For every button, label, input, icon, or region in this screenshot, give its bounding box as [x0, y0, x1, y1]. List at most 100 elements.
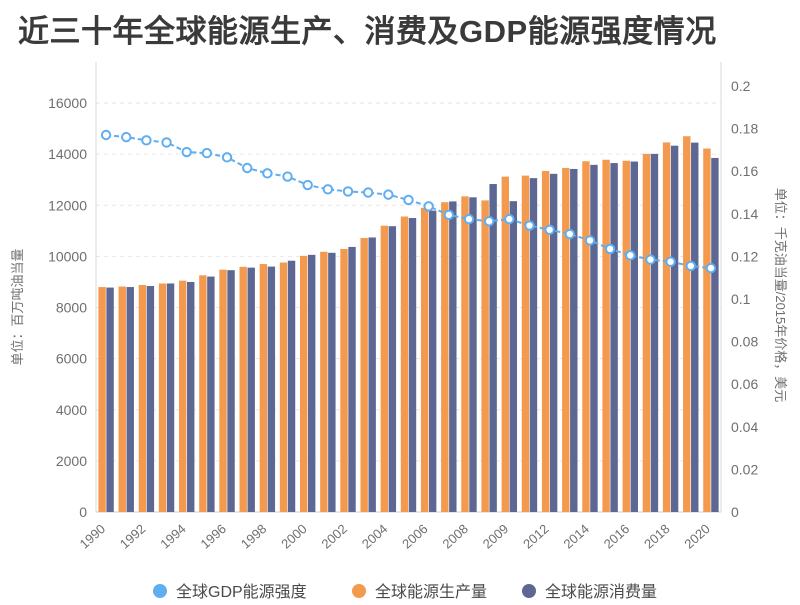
x-tick-label-4: 1998 — [238, 521, 270, 551]
point-intensity-2004 — [383, 189, 394, 200]
bar-consumption-1996 — [227, 270, 235, 512]
bar-consumption-2017 — [650, 153, 659, 512]
chart-title: 近三十年全球能源生产、消费及GDP能源强度情况 — [18, 14, 717, 49]
point-intensity-2019 — [685, 260, 696, 272]
x-tick-label-6: 2002 — [318, 521, 350, 551]
y2-tick-label-1: 0.02 — [731, 461, 758, 477]
y2-tick-label-2: 0.04 — [731, 419, 758, 435]
point-intensity-2016 — [625, 250, 636, 261]
point-intensity-1992 — [141, 135, 152, 146]
bar-production-1990 — [98, 287, 106, 512]
y2-tick-label-7: 0.14 — [731, 206, 758, 222]
point-intensity-2001 — [322, 184, 334, 195]
bar-production-2016 — [622, 160, 630, 513]
bar-production-2005 — [400, 216, 409, 512]
y-tick-label-4: 8000 — [56, 300, 87, 316]
bar-production-2010 — [501, 176, 510, 512]
bar-production-2012 — [541, 170, 550, 512]
point-intensity-1995 — [201, 147, 213, 159]
point-intensity-2009 — [483, 216, 495, 227]
bar-production-2008 — [461, 196, 469, 512]
bar-consumption-2014 — [590, 164, 598, 512]
point-intensity-1994 — [181, 146, 192, 158]
point-intensity-2007 — [443, 209, 455, 221]
y2-tick-label-3: 0.06 — [731, 376, 758, 392]
bar-consumption-2019 — [691, 142, 699, 512]
bar-consumption-2020 — [711, 157, 719, 512]
x-tick-label-7: 2004 — [359, 521, 391, 551]
bar-production-2011 — [521, 175, 530, 512]
point-intensity-2020 — [705, 262, 717, 274]
bar-consumption-2006 — [428, 210, 437, 513]
bar-consumption-2011 — [529, 178, 538, 512]
x-tick-label-5: 2000 — [278, 521, 310, 551]
x-tick-label-13: 2016 — [601, 521, 633, 551]
y-tick-label-1: 2000 — [56, 453, 87, 469]
bar-production-2003 — [360, 237, 368, 512]
legend-marker-1 — [352, 584, 366, 598]
bar-production-1994 — [179, 280, 187, 512]
y-tick-label-8: 16000 — [48, 95, 87, 111]
bar-production-2004 — [380, 225, 389, 512]
bar-production-1998 — [259, 264, 268, 512]
bar-consumption-2003 — [368, 237, 376, 513]
point-intensity-2015 — [604, 243, 616, 255]
point-intensity-2014 — [584, 235, 596, 246]
y2-tick-label-4: 0.08 — [731, 334, 758, 350]
y-tick-label-5: 10000 — [48, 248, 87, 264]
point-intensity-2012 — [544, 224, 555, 235]
bar-consumption-1994 — [187, 281, 195, 512]
point-intensity-2017 — [645, 254, 656, 265]
x-tick-label-0: 1990 — [77, 521, 109, 551]
bar-production-2019 — [683, 136, 691, 512]
bar-consumption-2010 — [509, 201, 518, 512]
x-tick-label-3: 1996 — [198, 521, 230, 551]
y2-tick-label-0: 0 — [731, 504, 739, 520]
y2-axis-title: 单位：千克油当量/2015年价格，美元 — [773, 188, 788, 403]
bar-consumption-2016 — [630, 161, 638, 512]
bar-production-2014 — [582, 161, 590, 512]
bar-production-2002 — [340, 248, 348, 513]
bar-consumption-1993 — [166, 283, 175, 512]
y2-tick-label-9: 0.18 — [731, 121, 758, 137]
bar-production-2015 — [602, 159, 610, 512]
y-tick-label-3: 6000 — [56, 351, 87, 367]
bar-production-1999 — [279, 262, 288, 512]
y-tick-label-7: 14000 — [48, 146, 87, 162]
point-intensity-2002 — [342, 186, 354, 197]
bar-consumption-1992 — [146, 286, 155, 512]
point-intensity-2006 — [423, 201, 434, 212]
y-tick-label-2: 4000 — [56, 402, 87, 418]
x-tick-label-14: 2018 — [641, 521, 673, 551]
point-intensity-1991 — [121, 131, 132, 143]
bar-production-2013 — [562, 167, 570, 512]
y2-tick-label-6: 0.12 — [731, 248, 758, 264]
bar-consumption-2015 — [610, 163, 618, 512]
bar-consumption-2001 — [328, 252, 336, 512]
bar-consumption-2018 — [670, 145, 679, 512]
point-intensity-2010 — [504, 213, 515, 225]
point-intensity-2018 — [665, 256, 676, 267]
legend-label-1: 全球能源生产量 — [375, 583, 487, 601]
bar-consumption-1995 — [207, 276, 215, 512]
point-intensity-2005 — [403, 194, 414, 206]
point-intensity-1997 — [242, 162, 253, 174]
legend-marker-2 — [522, 584, 536, 598]
point-intensity-2000 — [302, 179, 313, 191]
bar-consumption-2004 — [388, 226, 397, 512]
point-intensity-2003 — [362, 187, 374, 198]
bar-production-1996 — [219, 269, 227, 512]
bar-production-2020 — [703, 148, 711, 512]
bar-production-1991 — [118, 286, 126, 512]
x-tick-label-8: 2006 — [399, 521, 431, 551]
y2-tick-label-8: 0.16 — [731, 163, 758, 179]
bar-consumption-2008 — [469, 197, 477, 512]
bar-production-2009 — [481, 200, 489, 512]
bar-production-2006 — [420, 207, 429, 512]
x-tick-label-1: 1992 — [117, 521, 149, 551]
point-intensity-1993 — [161, 137, 172, 148]
y2-tick-label-10: 0.2 — [731, 78, 751, 94]
y-tick-label-0: 0 — [79, 504, 87, 520]
